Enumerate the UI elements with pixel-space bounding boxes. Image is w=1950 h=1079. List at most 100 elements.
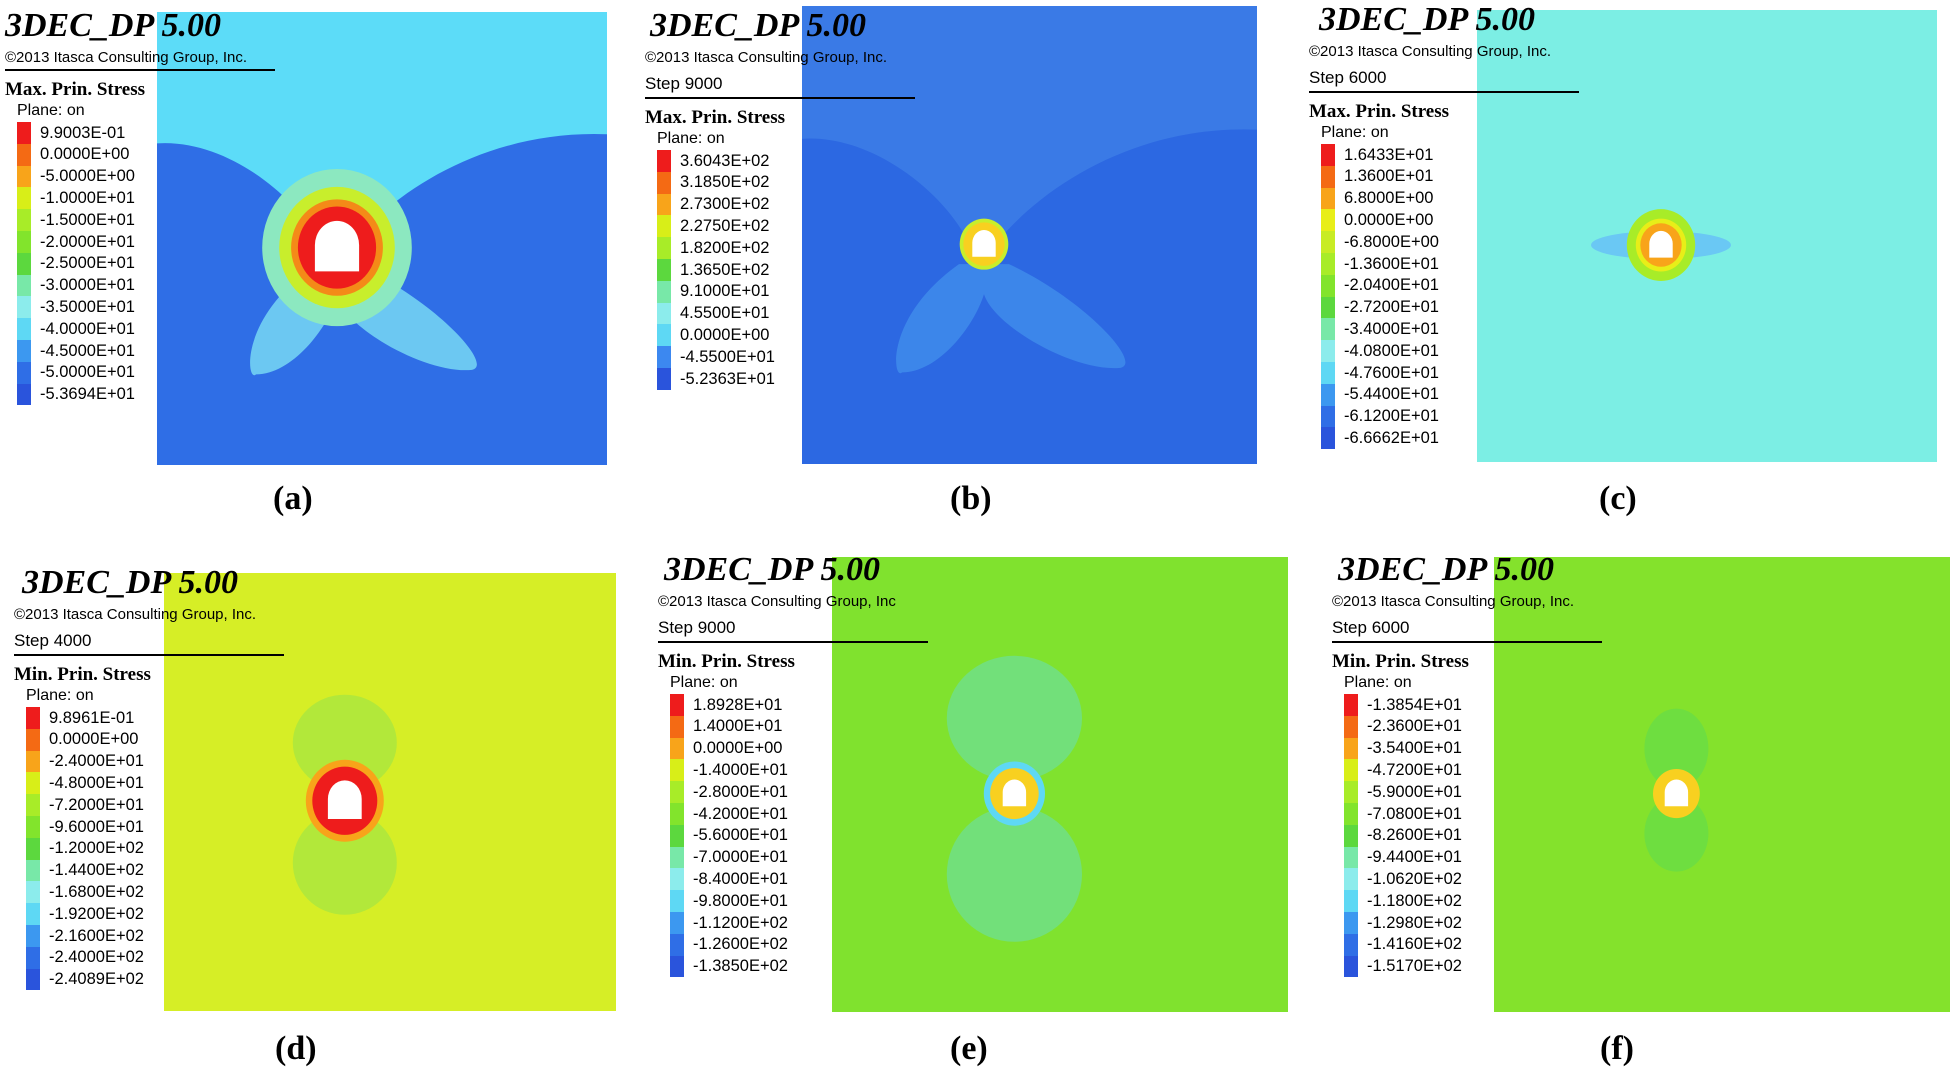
legend-swatch: [1344, 781, 1358, 803]
panel-caption: (b): [950, 480, 992, 517]
legend-value: -1.3850E+02: [693, 957, 788, 976]
legend-row: -4.7600E+01: [1321, 361, 1579, 384]
legend-value: 3.6043E+02: [680, 151, 770, 170]
legend-value: -1.3600E+01: [1344, 254, 1439, 273]
app-title: 3DEC_DP 5.00: [650, 7, 866, 44]
legend-value: -2.5000E+01: [40, 254, 135, 273]
model-background: [832, 557, 1288, 1012]
legend-swatch: [670, 955, 684, 978]
stress-lobe-upper: [292, 694, 397, 791]
legend-row: -8.4000E+01: [670, 868, 928, 891]
legend-value: 0.0000E+00: [680, 326, 770, 345]
legend-value: -2.4000E+02: [49, 948, 144, 967]
legend-swatch: [1344, 890, 1358, 912]
legend-swatch: [1321, 361, 1335, 384]
legend-swatch: [1321, 252, 1335, 275]
legend-value: -1.5000E+01: [40, 210, 135, 229]
legend-value: -6.6662E+01: [1344, 429, 1439, 447]
legend-swatch: [657, 150, 671, 172]
legend-value: 0.0000E+00: [40, 145, 130, 164]
legend-value: -1.1800E+02: [1367, 891, 1462, 910]
legend-swatch: [1321, 144, 1335, 166]
color-scale: 1.8928E+01 1.4000E+01 0.0000E+00 -1.4000E+0…: [670, 694, 928, 978]
legend-swatch: [17, 274, 31, 297]
legend-value: 0.0000E+00: [693, 739, 783, 758]
legend-swatch: [1344, 911, 1358, 934]
legend-divider: [1309, 91, 1579, 93]
legend-row: 2.7300E+02: [657, 193, 915, 216]
app-title: 3DEC_DP 5.00: [1319, 1, 1535, 38]
legend-swatch: [657, 237, 671, 259]
legend-swatch: [26, 946, 40, 969]
legend-value: 1.6433E+01: [1344, 145, 1434, 164]
app-title: 3DEC_DP 5.00: [664, 551, 880, 588]
legend-row: 1.8200E+02: [657, 237, 915, 259]
legend-value: -2.0400E+01: [1344, 276, 1439, 295]
legend-swatch: [1344, 933, 1358, 956]
tunnel-opening: [1002, 779, 1027, 807]
legend-row: -2.0000E+01: [17, 230, 275, 253]
legend-row: -1.2600E+02: [670, 933, 928, 956]
legend-row: 9.8961E-01: [26, 707, 284, 729]
legend-swatch: [17, 361, 31, 384]
legend-value: -5.0000E+01: [40, 363, 135, 382]
legend-row: -9.6000E+01: [26, 815, 284, 838]
stress-contour-plot: [802, 6, 1257, 464]
stress-lobe-upper: [946, 655, 1082, 781]
legend-swatch: [657, 258, 671, 281]
plane-label: Plane: on: [26, 687, 94, 704]
legend-row: -6.6662E+01: [1321, 427, 1579, 450]
legend-row: -4.5500E+01: [657, 346, 915, 368]
legend-row: 1.3650E+02: [657, 258, 915, 281]
legend-swatch: [1321, 318, 1335, 341]
step-label: Step 9000: [645, 74, 723, 93]
legend-value: -4.7600E+01: [1344, 363, 1439, 382]
legend-swatch: [1344, 694, 1358, 716]
legend-row: -7.0800E+01: [1344, 802, 1602, 825]
plot-legend: 3DEC_DP 5.00 ©2013 Itasca Consulting Gro…: [658, 551, 928, 978]
legend-row: -3.4000E+01: [1321, 318, 1579, 341]
legend-swatch: [17, 318, 31, 340]
legend-row: -1.6800E+02: [26, 881, 284, 904]
panel-d: 3DEC_DP 5.00 ©2013 Itasca Consulting Gro…: [0, 545, 640, 1075]
legend-value: -1.2980E+02: [1367, 913, 1462, 932]
legend-swatch: [1321, 209, 1335, 232]
legend-swatch: [1321, 405, 1335, 428]
step-label: Step 6000: [1332, 618, 1410, 637]
legend-swatch: [26, 707, 40, 729]
legend-value: -2.0000E+01: [40, 232, 135, 251]
legend-value: -1.2000E+02: [49, 839, 144, 858]
copyright-text: ©2013 Itasca Consulting Group, Inc.: [1332, 593, 1575, 610]
legend-row: -2.4089E+02: [26, 968, 284, 991]
stress-lobe: [896, 264, 1126, 374]
legend-row: -4.2000E+01: [670, 802, 928, 825]
legend-row: -5.9000E+01: [1344, 781, 1602, 803]
legend-row: 2.2750E+02: [657, 215, 915, 238]
legend-row: -1.0620E+02: [1344, 868, 1602, 891]
legend-row: -4.7200E+01: [1344, 759, 1602, 782]
legend-row: 9.1000E+01: [657, 280, 915, 303]
legend-value: -1.4400E+02: [49, 861, 144, 880]
color-scale: -1.3854E+01 -2.3600E+01 -3.5400E+01 -4.7200…: [1344, 694, 1602, 978]
legend-row: 0.0000E+00: [26, 728, 284, 751]
legend-value: -5.4400E+01: [1344, 385, 1439, 404]
legend-swatch: [26, 859, 40, 882]
legend-swatch: [1321, 340, 1335, 362]
legend-value: -1.6800E+02: [49, 883, 144, 902]
plane-label: Plane: on: [670, 674, 738, 691]
legend-swatch: [26, 924, 40, 947]
legend-swatch: [1344, 759, 1358, 782]
legend-value: -5.0000E+00: [40, 167, 135, 186]
panel-b: 3DEC_DP 5.00 ©2013 Itasca Consulting Gro…: [645, 0, 1285, 530]
legend-row: -5.3694E+01: [17, 383, 275, 406]
legend-swatch: [657, 215, 671, 238]
legend-swatch: [1321, 274, 1335, 297]
legend-row: -1.3854E+01: [1344, 694, 1602, 716]
color-scale: 3.6043E+02 3.1850E+02 2.7300E+02 2.2750E+02…: [657, 150, 915, 390]
copyright-text: ©2013 Itasca Consulting Group, Inc: [658, 593, 896, 610]
legend-value: -1.3854E+01: [1367, 695, 1462, 714]
legend-value: -7.0800E+01: [1367, 804, 1462, 823]
legend-value: 1.8928E+01: [693, 695, 783, 714]
panel-f: 3DEC_DP 5.00 ©2013 Itasca Consulting Gro…: [1307, 545, 1950, 1075]
legend-value: -1.2600E+02: [693, 935, 788, 954]
